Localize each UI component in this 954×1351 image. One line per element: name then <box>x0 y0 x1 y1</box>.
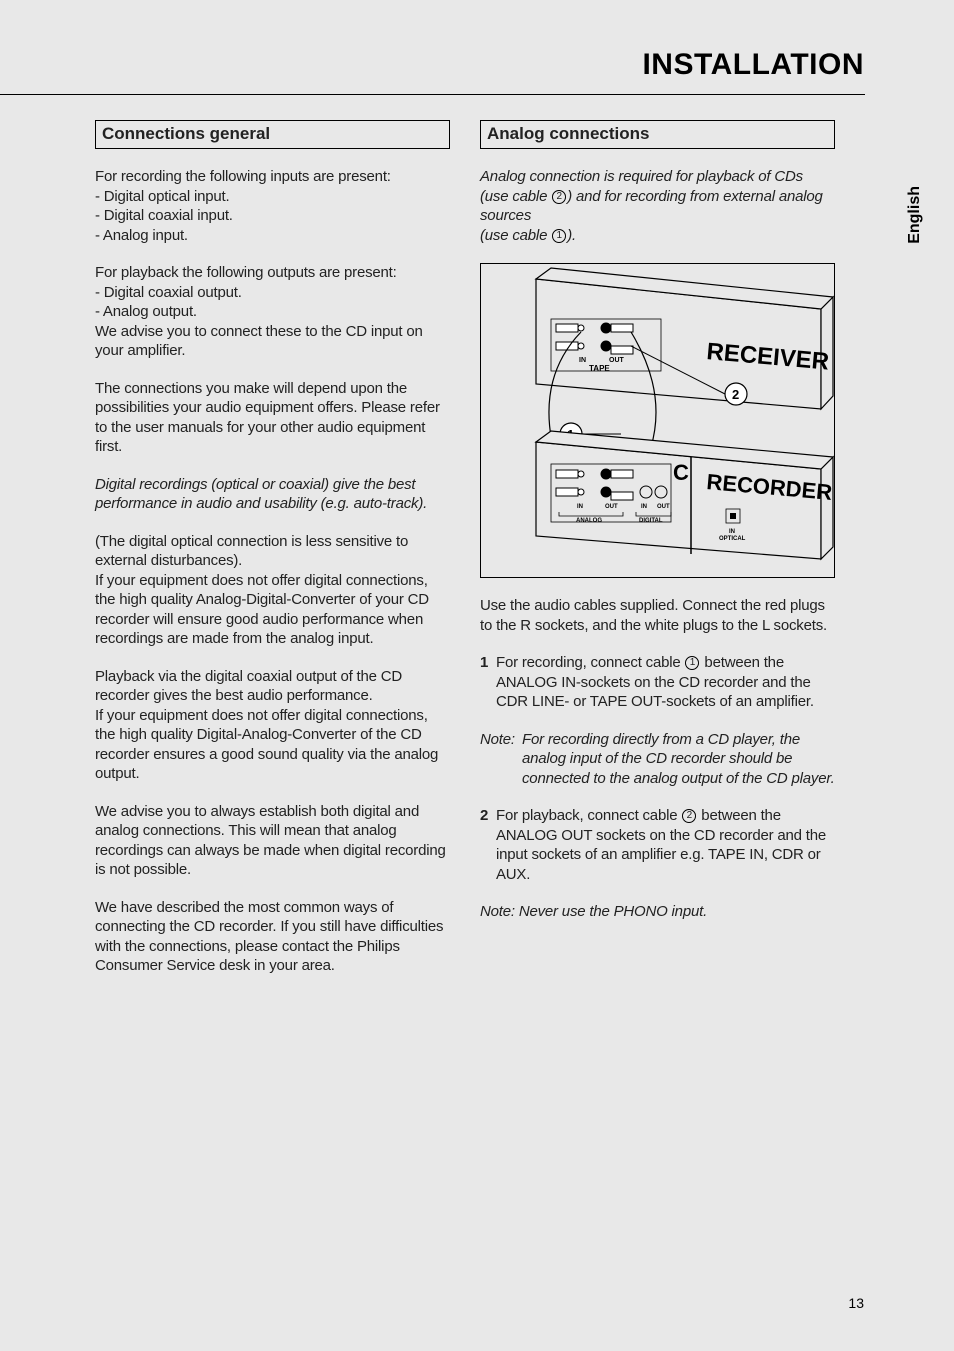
step-2: 2 For playback, connect cable 2 between … <box>480 806 835 884</box>
text-line: Analog connection is required for playba… <box>480 168 803 185</box>
out-label-3: OUT <box>657 504 670 510</box>
text-block: We advise you to always establish both d… <box>95 802 450 880</box>
digital-label: DIGITAL <box>639 518 663 524</box>
in-label: IN <box>579 357 586 364</box>
step-body: For playback, connect cable 2 between th… <box>496 806 835 884</box>
text-line: For playback, connect cable <box>496 807 681 824</box>
text-block: Digital recordings (optical or coaxial) … <box>95 475 450 514</box>
in-label-4: IN <box>729 529 735 535</box>
text-line: ). <box>567 227 576 244</box>
in-label-2: IN <box>577 504 583 510</box>
page-number: 13 <box>848 1295 864 1311</box>
header-rule <box>0 94 865 95</box>
right-column: Analog connections Analog connection is … <box>480 120 835 940</box>
intro-block: Analog connection is required for playba… <box>480 167 835 245</box>
c-label: C <box>673 460 689 485</box>
step-1: 1 For recording, connect cable 1 between… <box>480 653 835 712</box>
out-label-2: OUT <box>605 504 618 510</box>
list-item: - Analog output. <box>95 302 450 322</box>
page-title: INSTALLATION <box>642 48 864 82</box>
analog-label: ANALOG <box>576 518 602 524</box>
section-header-analog: Analog connections <box>480 120 835 149</box>
list-item: - Digital coaxial input. <box>95 206 450 226</box>
note-body: For recording directly from a CD player,… <box>522 730 835 789</box>
out-label: OUT <box>609 357 625 364</box>
text-block: Use the audio cables supplied. Connect t… <box>480 596 835 635</box>
list-item: - Analog input. <box>95 226 450 246</box>
text-line: (The digital optical connection is less … <box>95 533 408 570</box>
note-1: Note: For recording directly from a CD p… <box>480 730 835 789</box>
text-line: (use cable <box>480 188 551 205</box>
receiver-shape <box>536 268 833 409</box>
tape-label: TAPE <box>589 364 610 373</box>
language-label: English <box>906 186 924 244</box>
text-block: For playback the following outputs are p… <box>95 263 450 361</box>
cable-ref-2-icon: 2 <box>682 809 696 823</box>
text-line: Playback via the digital coaxial output … <box>95 668 402 705</box>
text-block: The connections you make will depend upo… <box>95 379 450 457</box>
cable-ref-2-icon: 2 <box>552 190 566 204</box>
text-line: We advise you to connect these to the CD… <box>95 322 450 361</box>
list-item: - Digital coaxial output. <box>95 283 450 303</box>
connection-diagram: RECEIVER IN OUT TAPE 2 1 <box>480 263 835 578</box>
text-line: If your equipment does not offer digital… <box>95 707 438 783</box>
text-line: For playback the following outputs are p… <box>95 263 450 283</box>
step-body: For recording, connect cable 1 between t… <box>496 653 835 712</box>
in-label-3: IN <box>641 504 647 510</box>
note-label: Note: <box>480 730 522 789</box>
text-block: (The digital optical connection is less … <box>95 532 450 649</box>
optical-label: OPTICAL <box>719 536 746 542</box>
section-header-connections: Connections general <box>95 120 450 149</box>
list-item: - Digital optical input. <box>95 187 450 207</box>
note-2: Note: Never use the PHONO input. <box>480 902 835 922</box>
cable-2-num: 2 <box>732 387 739 402</box>
text-block: For recording the following inputs are p… <box>95 167 450 245</box>
text-block: Playback via the digital coaxial output … <box>95 667 450 784</box>
text-block: We have described the most common ways o… <box>95 898 450 976</box>
text-line: For recording the following inputs are p… <box>95 167 450 187</box>
text-line: For recording, connect cable <box>496 654 684 671</box>
text-line: If your equipment does not offer digital… <box>95 572 429 648</box>
step-number: 1 <box>480 653 496 712</box>
text-line: (use cable <box>480 227 551 244</box>
step-number: 2 <box>480 806 496 884</box>
cable-ref-1-icon: 1 <box>685 656 699 670</box>
cable-ref-1-icon: 1 <box>552 229 566 243</box>
diagram-svg: RECEIVER IN OUT TAPE 2 1 <box>481 264 836 579</box>
left-column: Connections general For recording the fo… <box>95 120 450 994</box>
